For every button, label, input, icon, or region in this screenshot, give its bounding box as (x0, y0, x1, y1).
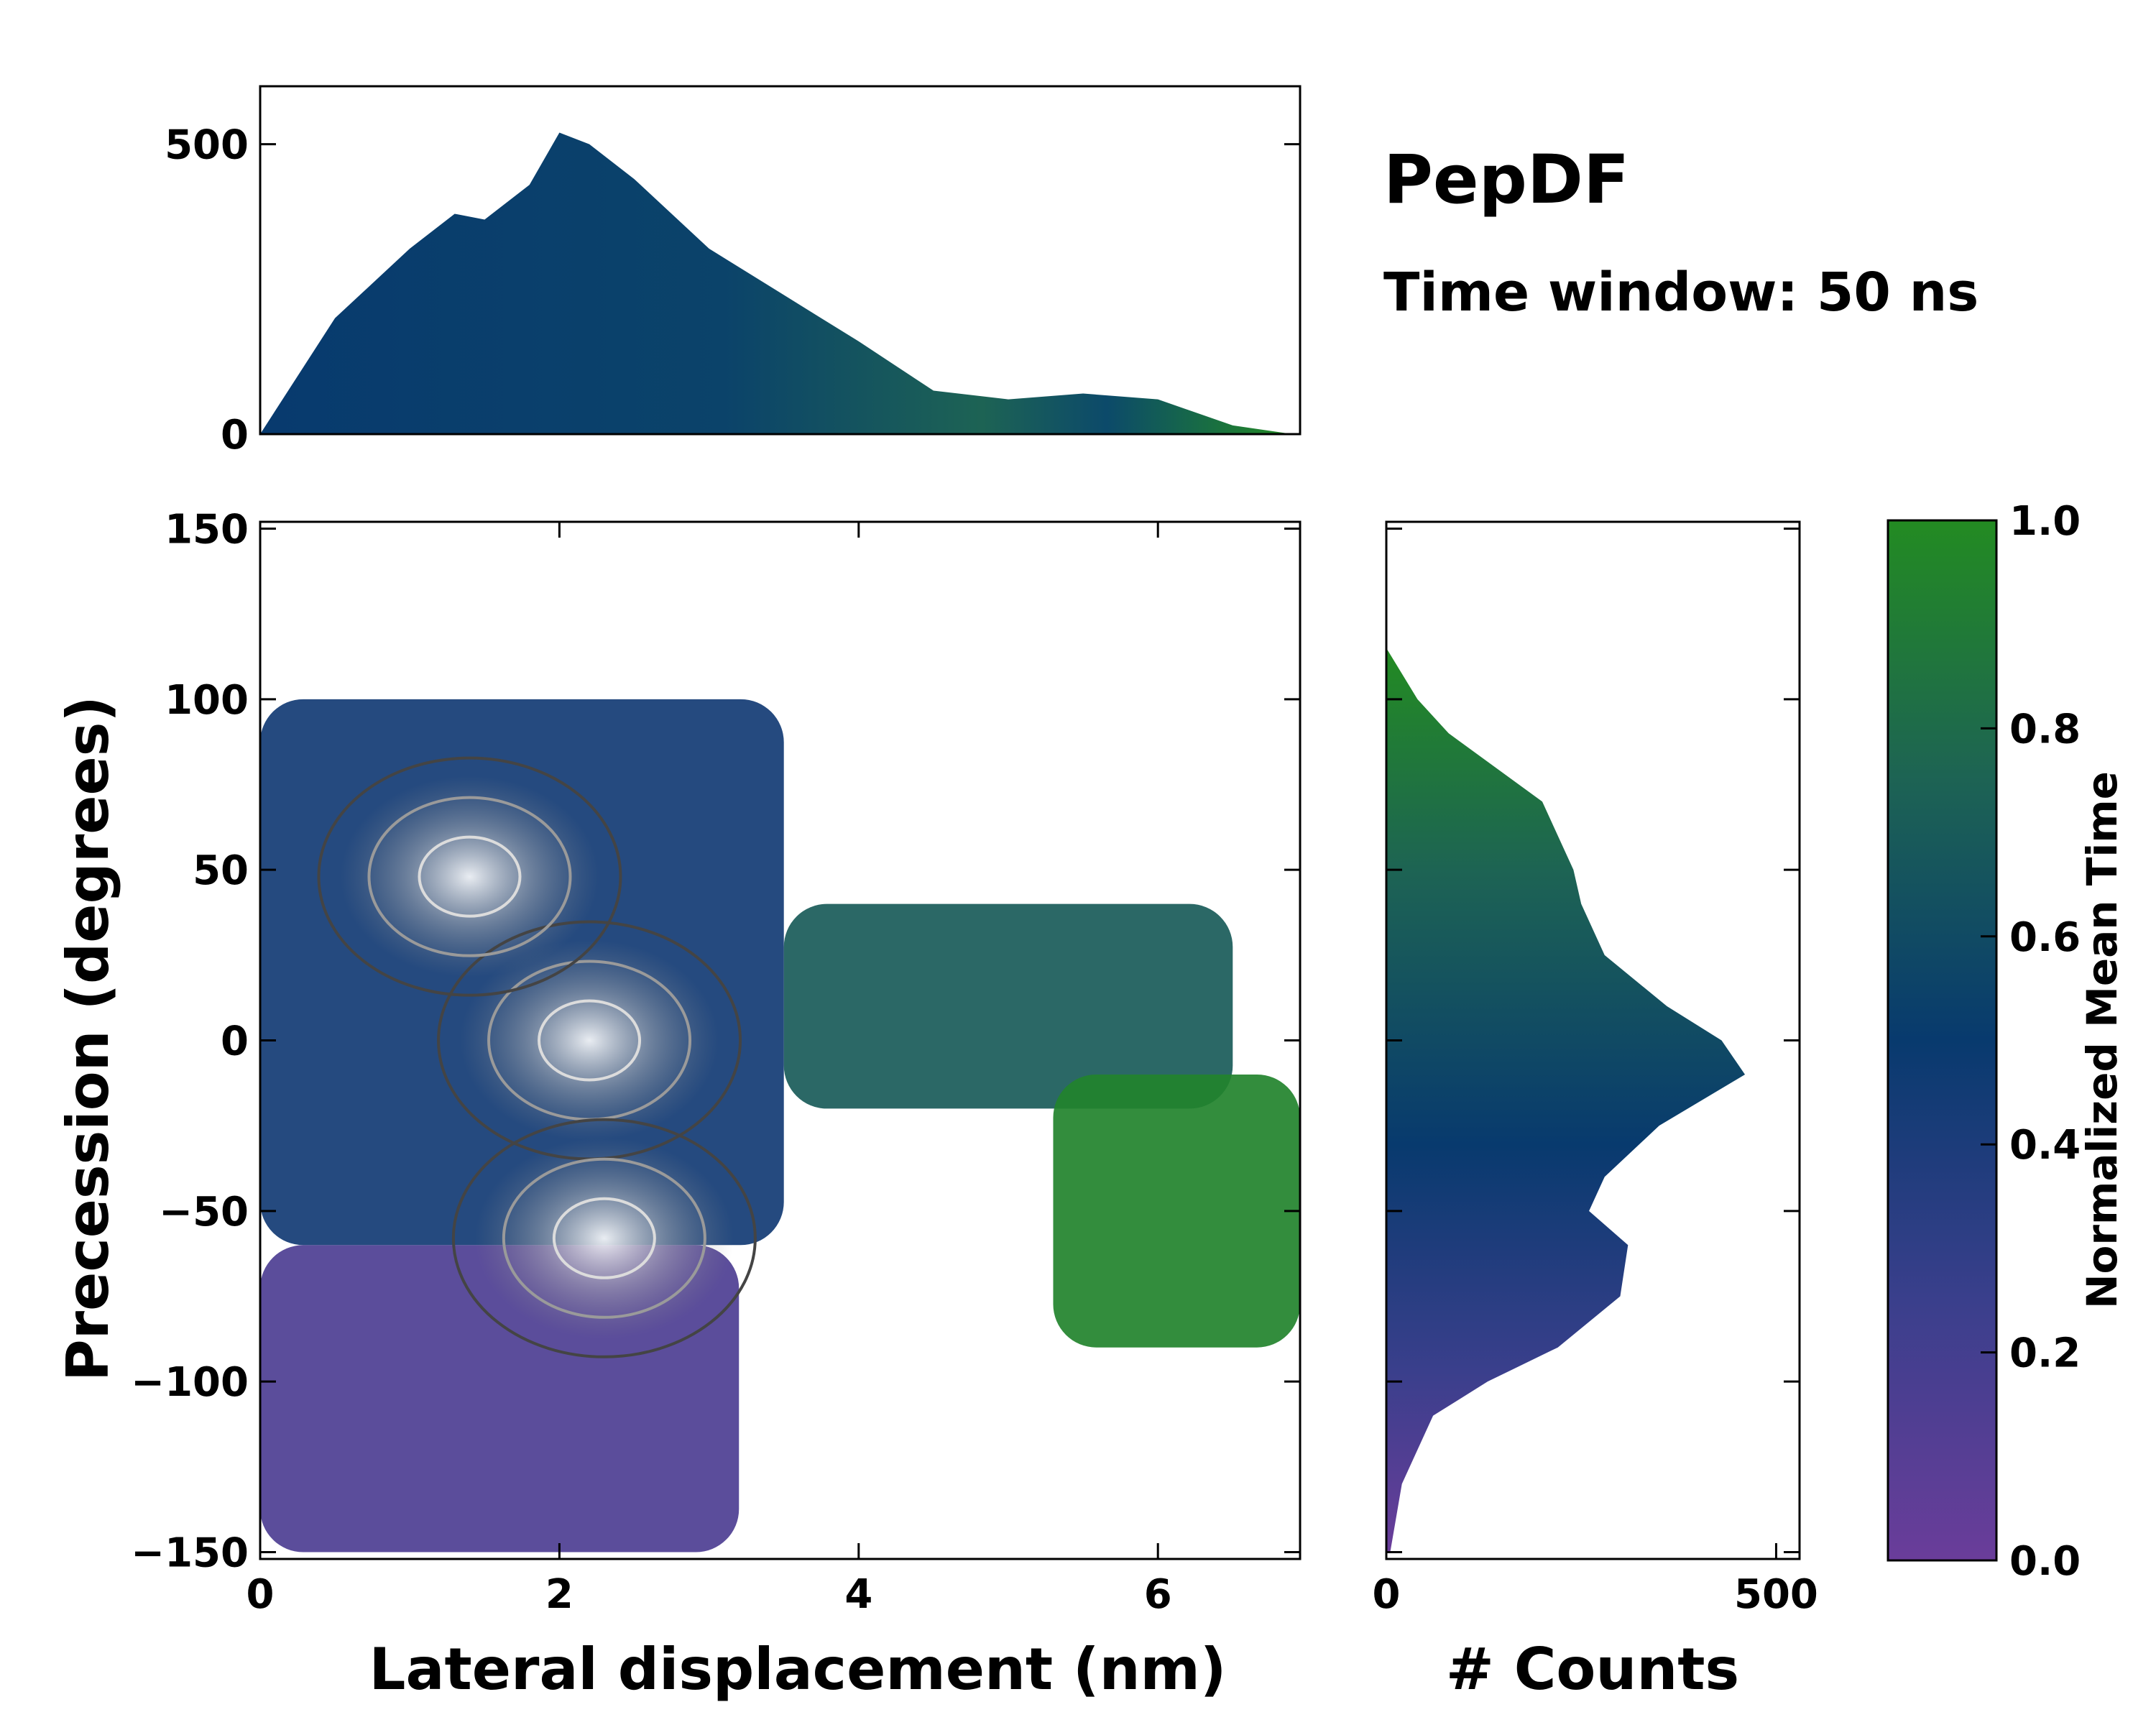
main-y-ticks: 150 100 50 0 −50 −100 −150 (131, 506, 1300, 1577)
density-contours (317, 756, 757, 1358)
right-histogram-area (1386, 648, 1746, 1552)
cbar-tick-label-4: 0.8 (2009, 706, 2081, 753)
density-contour-2-2 (502, 1157, 706, 1319)
density-contour-1-3 (317, 756, 622, 997)
main-xtick-label-1: 2 (545, 1571, 573, 1618)
top-histogram-frame (259, 85, 1302, 436)
right-histogram-bars (1386, 648, 1746, 1552)
density-contour-1-1 (418, 835, 522, 918)
cbar-tick-label-5: 1.0 (2009, 498, 2081, 545)
main-xtick-label-2: 4 (844, 1571, 872, 1618)
main-ylabel: Precession (degrees) (55, 696, 121, 1381)
top-histogram-yticks: 0 500 (165, 122, 1300, 459)
top-histogram: 0 500 (165, 85, 1302, 459)
cbar-tick-label-3: 0.6 (2009, 914, 2081, 961)
right-histogram-xlabel: # Counts (1446, 1636, 1739, 1703)
right-histogram-xticks: 0 500 (1373, 1543, 1818, 1618)
main-xtick-label-3: 6 (1144, 1571, 1172, 1618)
cbar-tick-label-2: 0.4 (2009, 1122, 2081, 1169)
main-ytick-label-5: −100 (131, 1359, 249, 1406)
right-xtick-label-1: 500 (1734, 1571, 1818, 1618)
figure-title: PepDF (1383, 141, 1629, 219)
density-peak-2 (474, 1137, 734, 1339)
cbar-tick-label-0: 0.0 (2009, 1538, 2081, 1585)
heatmap-region-2 (783, 903, 1233, 1109)
figure-subtitle: Time window: 50 ns (1383, 262, 1978, 323)
right-histogram: 0 500 # Counts (1373, 520, 1818, 1703)
density-peak-0 (460, 939, 719, 1141)
top-histogram-area (260, 132, 1293, 435)
top-histogram-bars (260, 132, 1293, 435)
heatmap-region-3 (1053, 1074, 1300, 1348)
density-contour-1-2 (367, 796, 572, 957)
main-ytick-label-4: −50 (159, 1189, 249, 1236)
cbar-tick-label-1: 0.2 (2009, 1330, 2081, 1377)
main-ytick-label-1: 100 (165, 677, 249, 724)
main-x-ticks: 0 2 4 6 (247, 522, 1172, 1618)
colorbar-label: Normalized Mean Time (2078, 771, 2127, 1309)
main-ytick-label-6: −150 (131, 1530, 249, 1577)
colorbar: 0.0 0.2 0.4 0.6 0.8 1.0 Normalized Mean Time (1886, 498, 2127, 1585)
main-ytick-label-3: 0 (221, 1018, 249, 1065)
right-histogram-yticks (1386, 527, 1800, 1554)
colorbar-ticks: 0.0 0.2 0.4 0.6 0.8 1.0 (1981, 498, 2081, 1585)
density-contour-2-1 (552, 1197, 656, 1279)
main-ytick-label-0: 150 (165, 506, 249, 553)
density-contour-0-1 (538, 999, 642, 1082)
top-ytick-label-1: 500 (165, 122, 249, 169)
colorbar-gradient (1886, 519, 1998, 1562)
main-ytick-label-2: 50 (193, 847, 249, 894)
right-xtick-label-0: 0 (1373, 1571, 1401, 1618)
density-peak-1 (340, 776, 599, 978)
main-xtick-label-0: 0 (247, 1571, 275, 1618)
density-contour-2-3 (451, 1118, 757, 1358)
density-peaks (340, 776, 734, 1339)
main-heatmap: 0 2 4 6 150 100 50 0 −50 −100 −150 Lateral displa… (55, 506, 1302, 1703)
top-ytick-label-0: 0 (221, 412, 249, 459)
main-xlabel: Lateral displacement (nm) (369, 1636, 1227, 1703)
